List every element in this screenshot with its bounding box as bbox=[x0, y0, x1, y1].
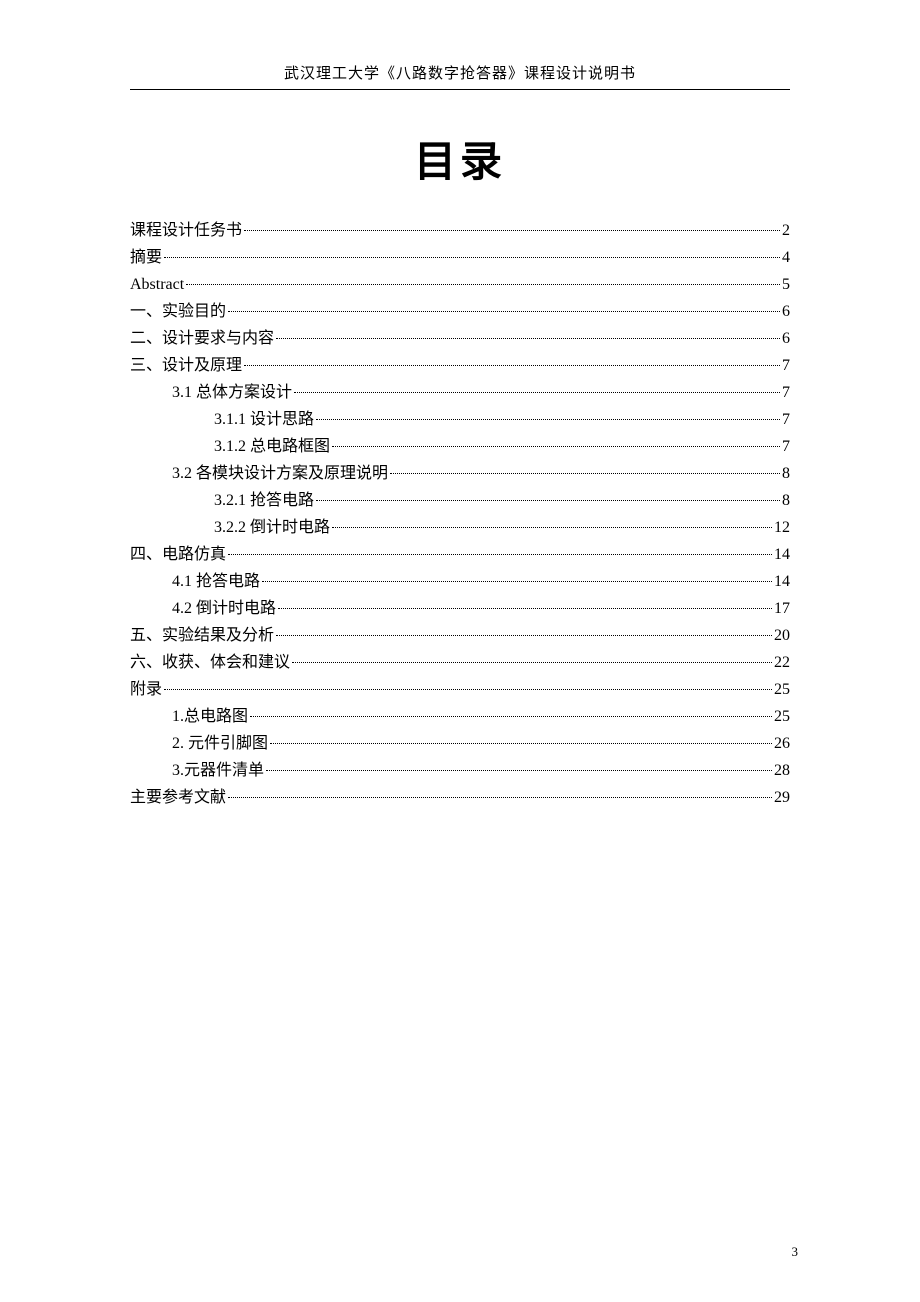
toc-entry: 三、设计及原理 7 bbox=[130, 352, 790, 379]
toc-page: 6 bbox=[782, 325, 790, 352]
toc-entry: 六、收获、体会和建议 22 bbox=[130, 649, 790, 676]
toc-dots bbox=[228, 311, 780, 312]
toc-label: 3.1.2 总电路框图 bbox=[214, 433, 330, 460]
toc-label: 二、设计要求与内容 bbox=[130, 325, 274, 352]
toc-dots bbox=[228, 554, 772, 555]
toc-page: 2 bbox=[782, 217, 790, 244]
header-underline bbox=[130, 89, 790, 90]
toc-dots bbox=[332, 527, 772, 528]
toc-page: 29 bbox=[774, 784, 790, 811]
toc-page: 8 bbox=[782, 487, 790, 514]
toc-page: 22 bbox=[774, 649, 790, 676]
toc-label: 附录 bbox=[130, 676, 162, 703]
toc-dots bbox=[316, 419, 780, 420]
toc-entry: 四、电路仿真 14 bbox=[130, 541, 790, 568]
toc-page: 20 bbox=[774, 622, 790, 649]
toc-label: 摘要 bbox=[130, 244, 162, 271]
page-title: 目录 bbox=[0, 128, 920, 189]
toc-dots bbox=[164, 689, 772, 690]
toc-entry: 五、实验结果及分析 20 bbox=[130, 622, 790, 649]
toc-entry: 3.2.1 抢答电路 8 bbox=[130, 487, 790, 514]
toc-page: 14 bbox=[774, 568, 790, 595]
table-of-contents: 课程设计任务书2摘要4Abstract5一、实验目的6二、设计要求与内容6三、设… bbox=[0, 217, 920, 811]
document-header: 武汉理工大学《八路数字抢答器》课程设计说明书 bbox=[0, 0, 920, 83]
toc-label: 3.1.1 设计思路 bbox=[214, 406, 314, 433]
toc-entry: 附录 25 bbox=[130, 676, 790, 703]
header-text: 武汉理工大学《八路数字抢答器》课程设计说明书 bbox=[284, 66, 636, 82]
toc-dots bbox=[278, 608, 772, 609]
toc-dots bbox=[250, 716, 772, 717]
toc-entry: 4.2 倒计时电路 17 bbox=[130, 595, 790, 622]
page-number: 3 bbox=[792, 1244, 799, 1260]
toc-dots bbox=[228, 797, 772, 798]
toc-dots bbox=[266, 770, 772, 771]
toc-page: 25 bbox=[774, 676, 790, 703]
toc-page: 7 bbox=[782, 433, 790, 460]
toc-dots bbox=[332, 446, 780, 447]
toc-entry: 3.1 总体方案设计 7 bbox=[130, 379, 790, 406]
toc-dots bbox=[292, 662, 772, 663]
toc-dots bbox=[186, 284, 780, 285]
toc-entry: 主要参考文献 29 bbox=[130, 784, 790, 811]
toc-entry: 3.元器件清单 28 bbox=[130, 757, 790, 784]
toc-dots bbox=[244, 365, 780, 366]
toc-label: 4.1 抢答电路 bbox=[172, 568, 260, 595]
toc-entry: 二、设计要求与内容 6 bbox=[130, 325, 790, 352]
toc-page: 8 bbox=[782, 460, 790, 487]
toc-label: 三、设计及原理 bbox=[130, 352, 242, 379]
toc-page: 12 bbox=[774, 514, 790, 541]
toc-label: Abstract bbox=[130, 271, 184, 298]
toc-dots bbox=[276, 338, 780, 339]
toc-dots bbox=[262, 581, 772, 582]
toc-label: 课程设计任务书 bbox=[130, 217, 242, 244]
toc-page: 14 bbox=[774, 541, 790, 568]
toc-dots bbox=[276, 635, 772, 636]
toc-page: 6 bbox=[782, 298, 790, 325]
toc-dots bbox=[294, 392, 780, 393]
toc-page: 4 bbox=[782, 244, 790, 271]
toc-label: 一、实验目的 bbox=[130, 298, 226, 325]
toc-entry: 3.1.2 总电路框图 7 bbox=[130, 433, 790, 460]
toc-entry: 3.1.1 设计思路 7 bbox=[130, 406, 790, 433]
toc-page: 28 bbox=[774, 757, 790, 784]
toc-label: 3.1 总体方案设计 bbox=[172, 379, 292, 406]
toc-dots bbox=[164, 257, 780, 258]
toc-entry: 4.1 抢答电路 14 bbox=[130, 568, 790, 595]
toc-entry: 1.总电路图 25 bbox=[130, 703, 790, 730]
toc-label: 3.2.2 倒计时电路 bbox=[214, 514, 330, 541]
toc-dots bbox=[390, 473, 780, 474]
toc-page: 26 bbox=[774, 730, 790, 757]
toc-label: 1.总电路图 bbox=[172, 703, 248, 730]
toc-page: 5 bbox=[782, 271, 790, 298]
toc-dots bbox=[316, 500, 780, 501]
toc-entry: 3.2 各模块设计方案及原理说明 8 bbox=[130, 460, 790, 487]
toc-entry: 3.2.2 倒计时电路 12 bbox=[130, 514, 790, 541]
toc-label: 主要参考文献 bbox=[130, 784, 226, 811]
toc-page: 7 bbox=[782, 406, 790, 433]
toc-page: 7 bbox=[782, 379, 790, 406]
toc-dots bbox=[244, 230, 780, 231]
toc-label: 4.2 倒计时电路 bbox=[172, 595, 276, 622]
toc-label: 六、收获、体会和建议 bbox=[130, 649, 290, 676]
toc-label: 3.元器件清单 bbox=[172, 757, 264, 784]
toc-page: 17 bbox=[774, 595, 790, 622]
toc-label: 2. 元件引脚图 bbox=[172, 730, 268, 757]
toc-label: 五、实验结果及分析 bbox=[130, 622, 274, 649]
toc-label: 3.2 各模块设计方案及原理说明 bbox=[172, 460, 388, 487]
toc-entry: 2. 元件引脚图 26 bbox=[130, 730, 790, 757]
toc-entry: 课程设计任务书 2 bbox=[130, 217, 790, 244]
toc-label: 3.2.1 抢答电路 bbox=[214, 487, 314, 514]
toc-entry: Abstract 5 bbox=[130, 271, 790, 298]
toc-label: 四、电路仿真 bbox=[130, 541, 226, 568]
toc-entry: 摘要 4 bbox=[130, 244, 790, 271]
toc-entry: 一、实验目的 6 bbox=[130, 298, 790, 325]
toc-page: 25 bbox=[774, 703, 790, 730]
toc-dots bbox=[270, 743, 772, 744]
toc-page: 7 bbox=[782, 352, 790, 379]
